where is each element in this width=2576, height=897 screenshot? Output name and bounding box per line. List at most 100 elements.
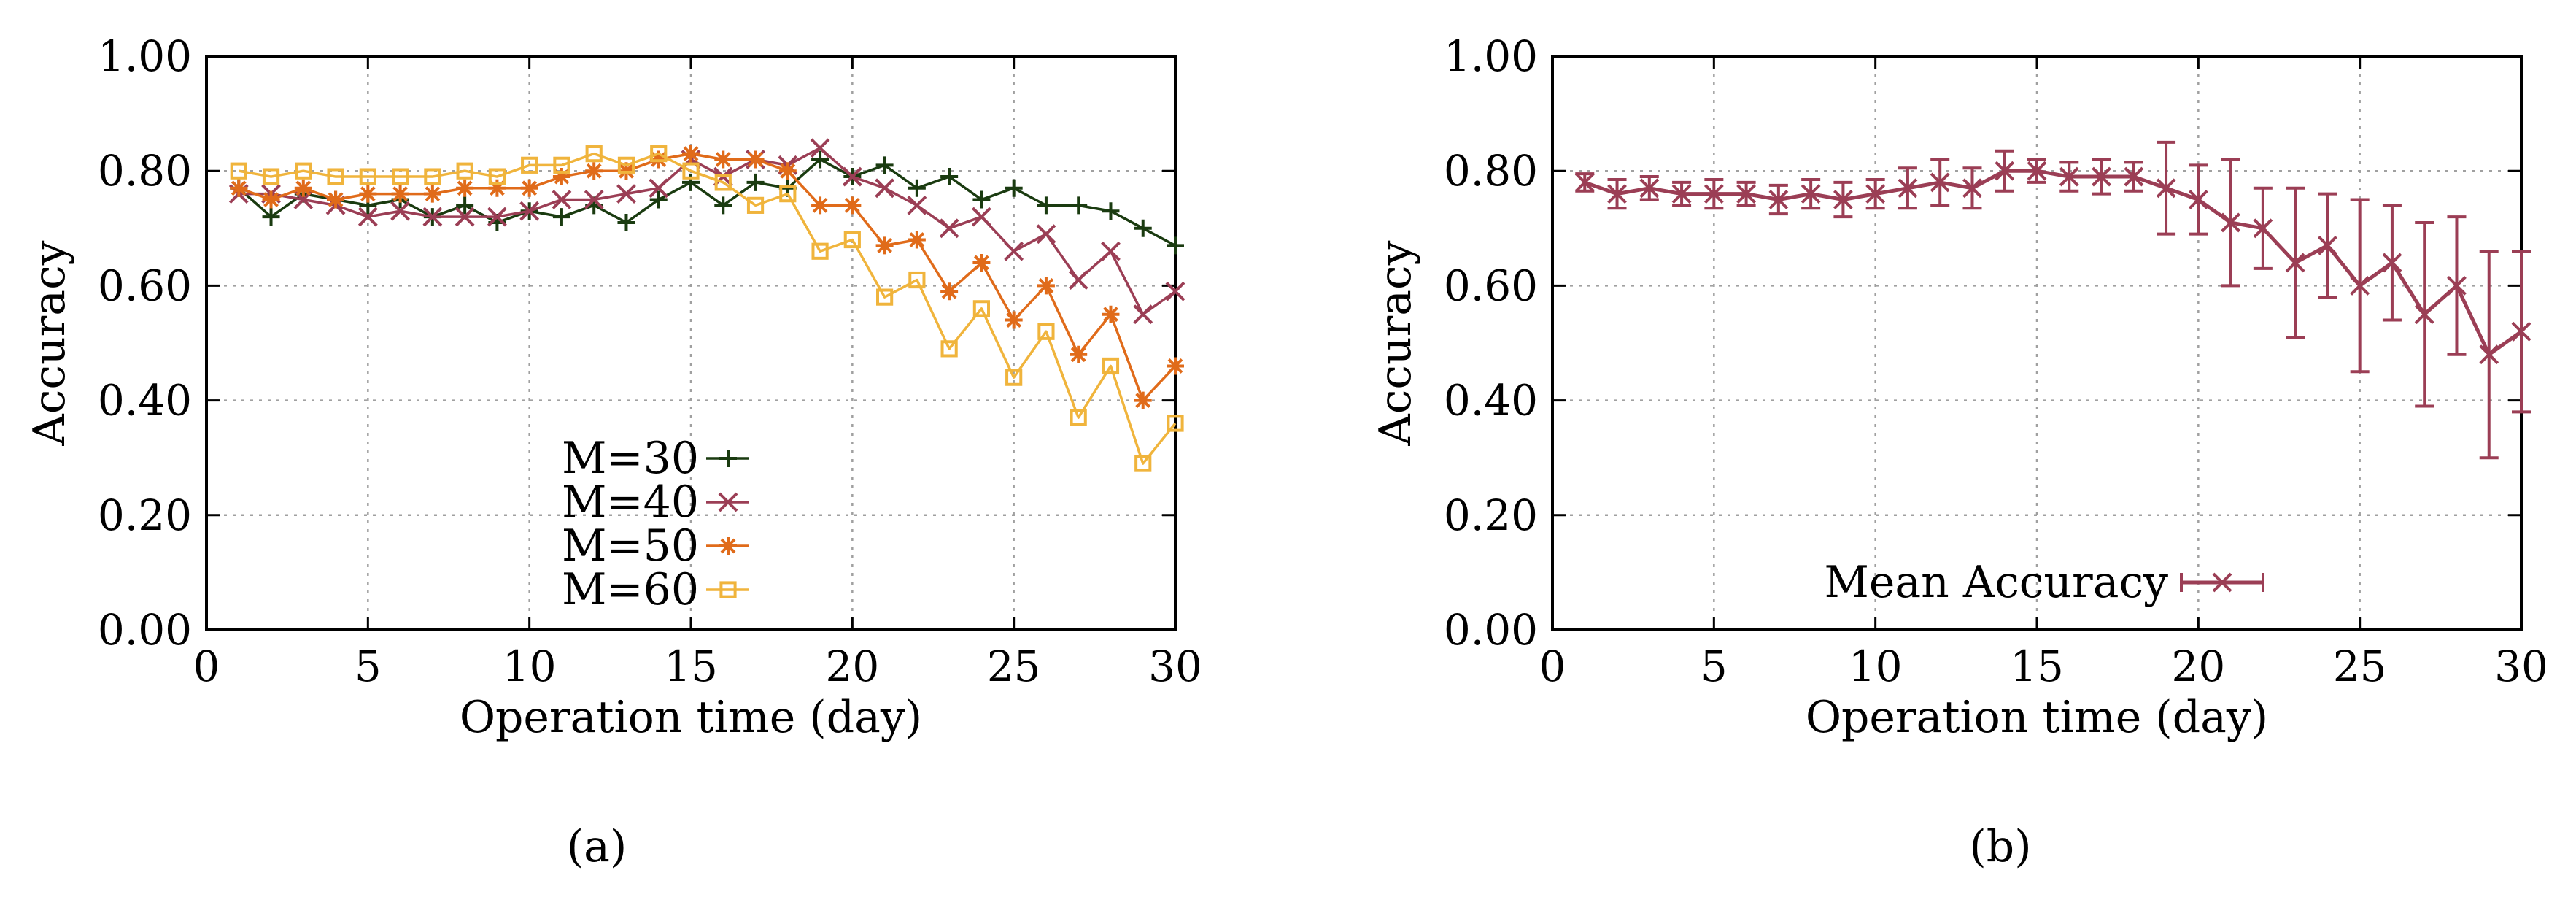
data-point (1037, 323, 1055, 340)
marker-stroke (1037, 277, 1055, 295)
legend-label: M=40 (562, 477, 699, 528)
y-axis-title: Accuracy (24, 240, 75, 446)
marker-stroke (552, 208, 570, 226)
marker-stroke (1101, 241, 1121, 261)
y-tick-label: 0.20 (1444, 490, 1538, 540)
data-point (2221, 212, 2241, 233)
marker-stroke (390, 201, 411, 221)
legend-swatch-marker (2212, 572, 2232, 593)
x-tick-label: 15 (664, 642, 718, 691)
chart-b: 0 5 10 15 20 25 30 0.00 0.20 0.40 0.60 0.80 1.00 Oper… (1370, 31, 2548, 872)
marker-stroke (682, 145, 700, 163)
marker-stroke (940, 340, 958, 358)
marker-stroke (262, 190, 280, 209)
marker-stroke (1962, 178, 1982, 199)
data-point (940, 168, 959, 186)
y-tick-label: 0.00 (1444, 605, 1538, 655)
marker-stroke (939, 218, 959, 239)
data-point (811, 242, 829, 260)
y-axis-title: Accuracy (1370, 240, 1421, 446)
marker-stroke (585, 162, 603, 180)
data-point (908, 231, 926, 249)
data-point (746, 173, 765, 191)
marker-stroke (262, 168, 280, 185)
marker-stroke (487, 207, 507, 227)
marker-stroke (1070, 345, 1088, 363)
data-point (2414, 304, 2434, 325)
data-point (811, 150, 829, 169)
marker-stroke (714, 174, 732, 191)
legend-swatch-marker (719, 537, 737, 555)
data-point (778, 162, 797, 180)
data-point (295, 162, 312, 180)
marker-stroke (1102, 357, 1120, 375)
data-point (649, 178, 669, 199)
marker-stroke (719, 537, 737, 555)
data-point (392, 168, 409, 185)
marker-stroke (359, 168, 376, 185)
marker-stroke (811, 150, 829, 169)
marker-stroke (359, 185, 377, 203)
series-M=40 (228, 138, 1185, 325)
data-point (779, 185, 797, 203)
marker-stroke (423, 185, 441, 203)
data-point (2092, 166, 2111, 187)
data-point (552, 168, 570, 186)
data-point (456, 196, 474, 215)
series-Mean Accuracy (1574, 140, 2531, 460)
marker-stroke (908, 231, 926, 249)
figure-caption: (b) (1969, 821, 2031, 872)
marker-stroke (1995, 161, 2015, 181)
data-point (423, 185, 441, 203)
marker-stroke (1036, 224, 1056, 245)
marker-stroke (1005, 369, 1023, 386)
data-point (1607, 184, 1627, 204)
marker-stroke (262, 208, 280, 226)
marker-stroke (2059, 166, 2079, 187)
legend-item: Mean Accuracy (1824, 557, 2264, 608)
data-point (682, 145, 700, 163)
series-line (239, 147, 1177, 316)
data-point (327, 190, 345, 209)
data-point (1134, 455, 1152, 472)
data-point (230, 162, 247, 180)
data-point (714, 196, 732, 215)
x-tick-label: 30 (2494, 642, 2548, 691)
marker-stroke (719, 581, 737, 598)
data-point (488, 179, 506, 197)
marker-stroke (778, 162, 797, 180)
data-point (2317, 235, 2337, 255)
data-point (1167, 357, 1184, 375)
marker-stroke (520, 179, 538, 197)
marker-stroke (649, 178, 669, 199)
figure-caption: (a) (567, 821, 627, 872)
marker-stroke (2350, 275, 2370, 296)
data-point (2188, 190, 2208, 209)
data-point (843, 231, 861, 249)
marker-stroke (357, 207, 378, 227)
data-point (1134, 219, 1152, 237)
marker-stroke (456, 162, 473, 180)
y-tick-label: 0.60 (98, 261, 192, 310)
data-point (1930, 172, 1950, 193)
data-point (1801, 184, 1821, 204)
marker-stroke (456, 179, 474, 197)
legend: M=30M=40M=50M=60 (562, 433, 749, 615)
data-point (810, 138, 830, 158)
marker-stroke (908, 179, 926, 197)
marker-stroke (649, 190, 668, 209)
data-point (1070, 345, 1088, 363)
marker-stroke (1607, 184, 1627, 204)
marker-stroke (2212, 572, 2232, 593)
marker-stroke (2156, 178, 2176, 199)
data-point (1167, 236, 1184, 255)
marker-stroke (2285, 253, 2305, 273)
marker-stroke (230, 162, 247, 180)
data-point (617, 213, 635, 231)
data-point (2382, 253, 2402, 273)
marker-stroke (1833, 190, 1853, 209)
data-point (2059, 166, 2079, 187)
legend-label: M=60 (562, 564, 699, 615)
marker-stroke (1165, 281, 1185, 301)
data-point (1005, 311, 1023, 329)
